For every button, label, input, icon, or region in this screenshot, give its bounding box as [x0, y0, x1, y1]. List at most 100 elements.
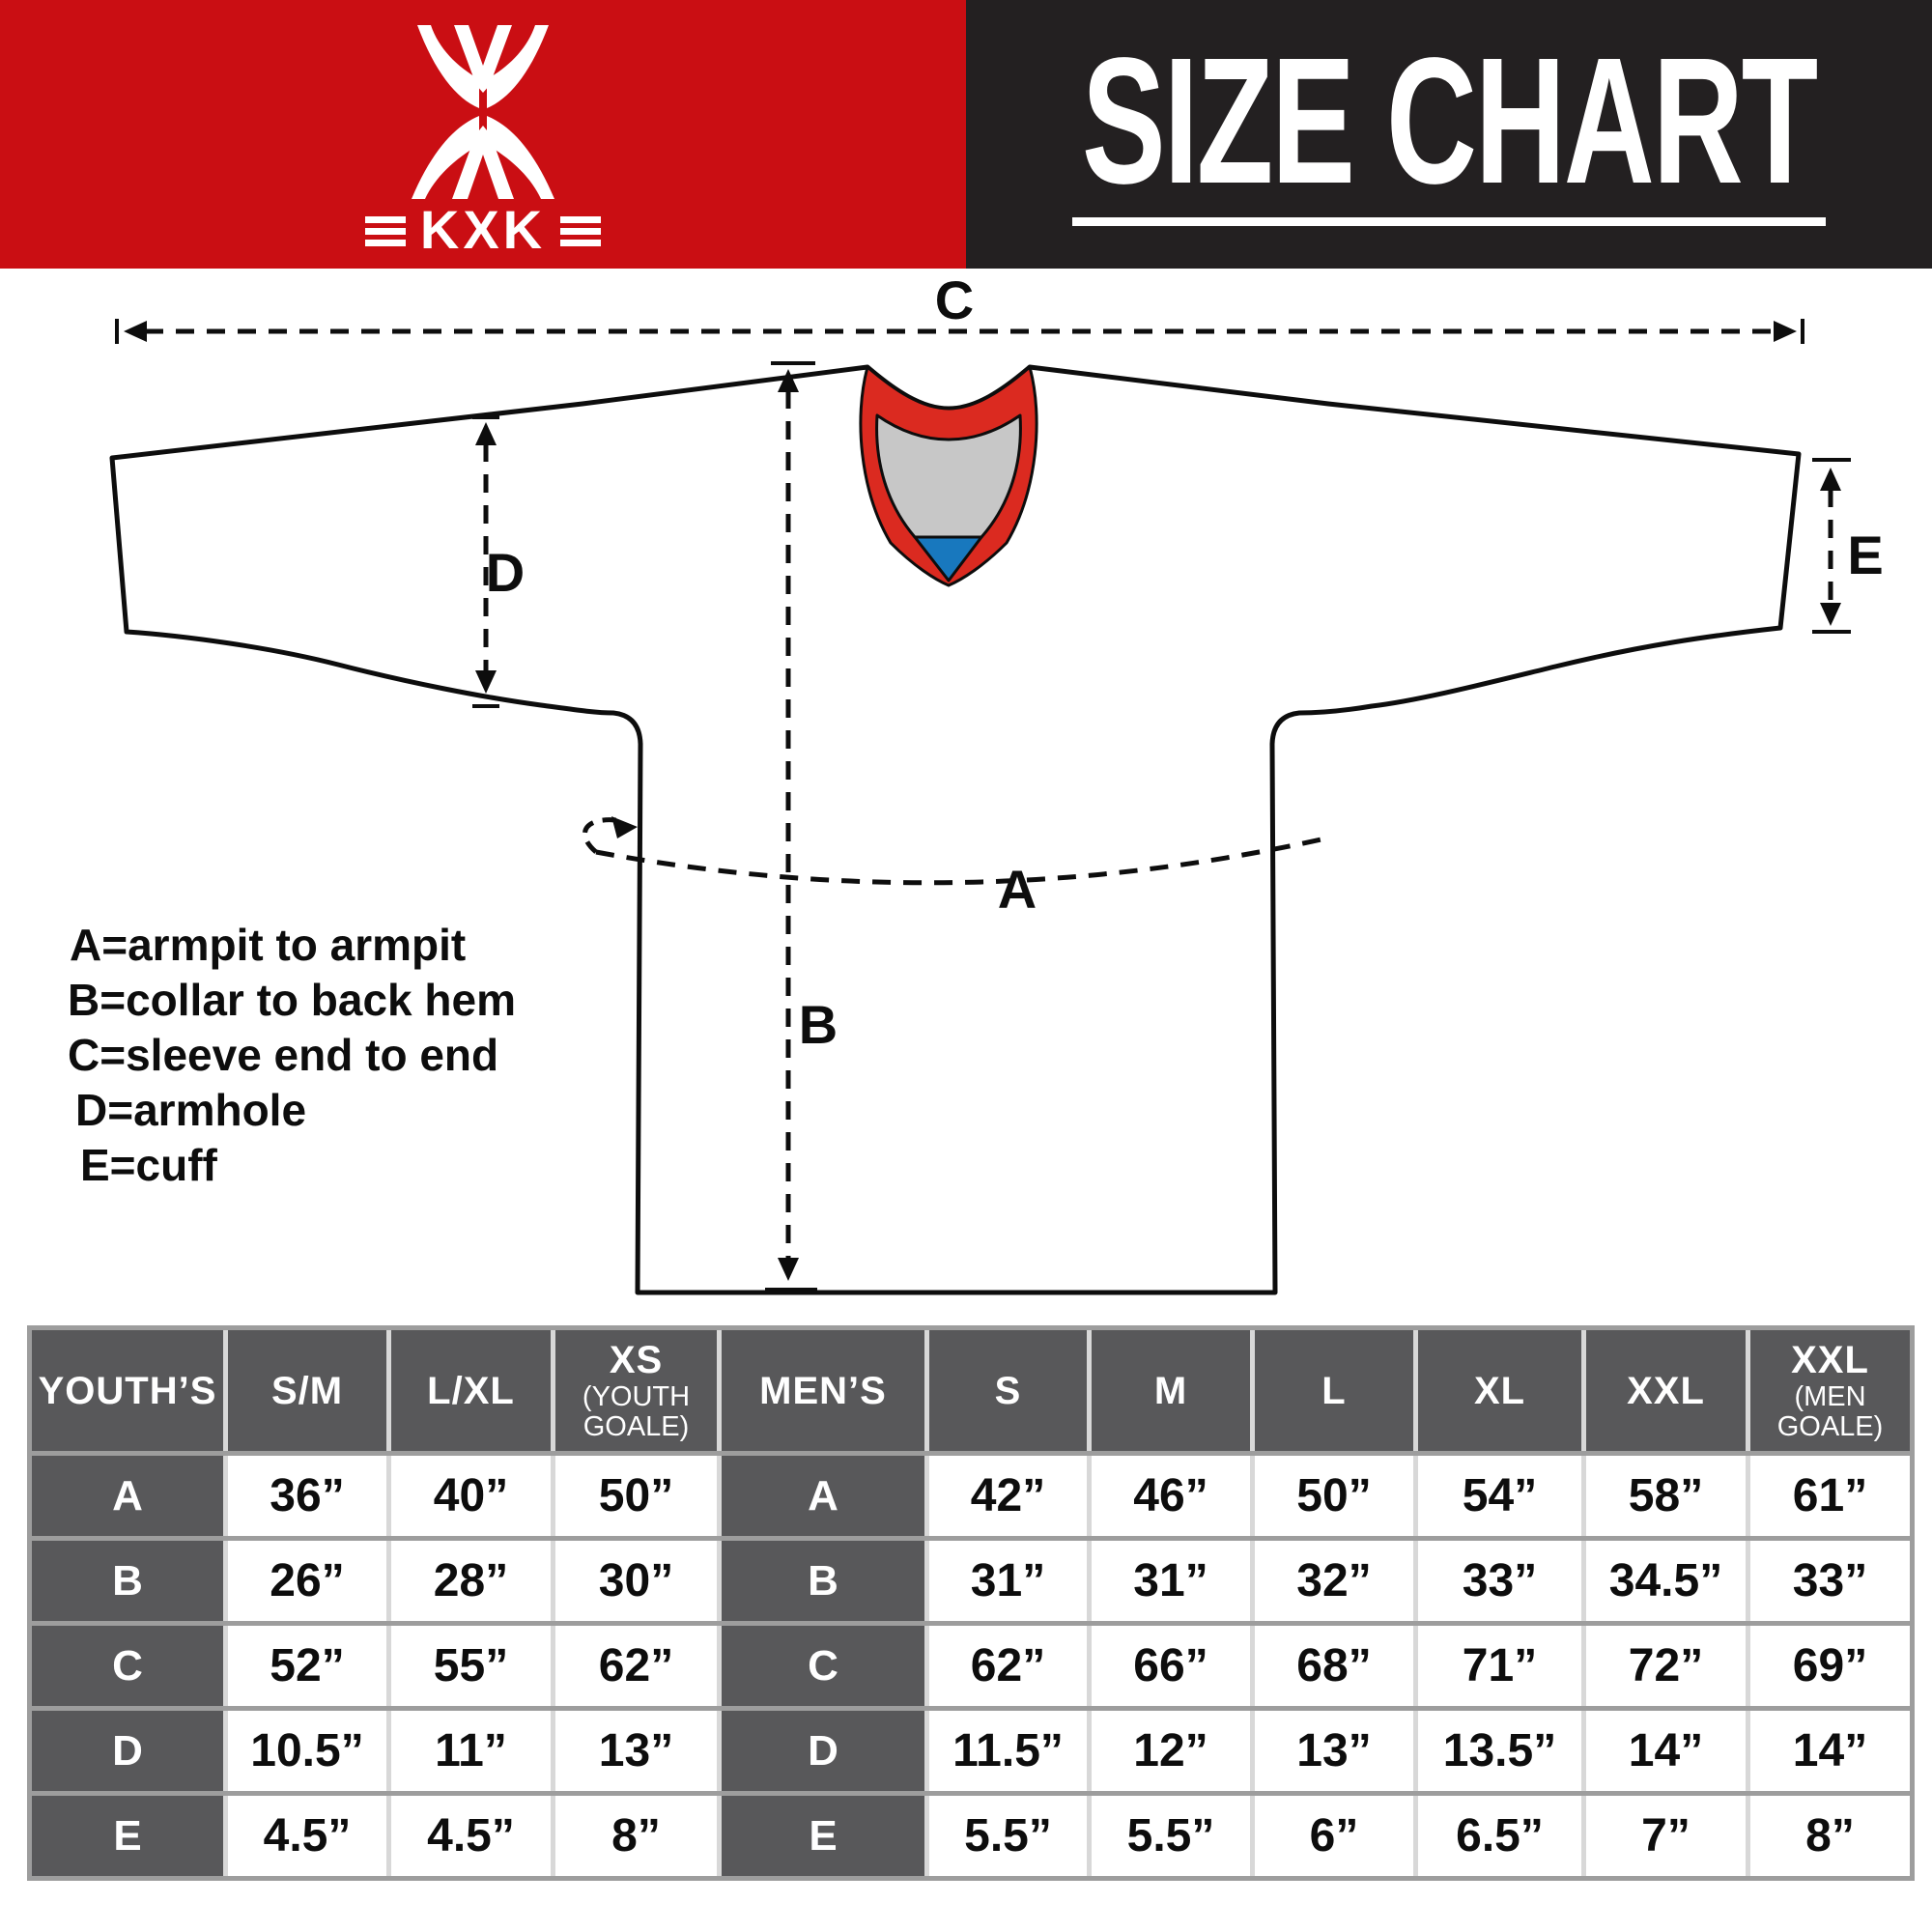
- table-header-xs-youth-goale: XS (YOUTH GOALE): [555, 1330, 717, 1451]
- table-cell: 13”: [1255, 1711, 1413, 1791]
- table-row-e: E 4.5” 4.5” 8” E 5.5” 5.5” 6” 6.5” 7” 8”: [32, 1796, 1910, 1876]
- table-cell: 14”: [1586, 1711, 1746, 1791]
- kxk-wordmark: KXK: [420, 199, 546, 255]
- legend-line-d: D=armhole: [75, 1085, 307, 1135]
- table-cell: 68”: [1255, 1626, 1413, 1706]
- table-cell: 5.5”: [929, 1796, 1087, 1876]
- table-cell: 8”: [1750, 1796, 1910, 1876]
- column-label: XL: [1473, 1369, 1526, 1412]
- column-label: L: [1321, 1369, 1347, 1412]
- table-cell: 54”: [1418, 1456, 1581, 1536]
- table-cell: 6”: [1255, 1796, 1413, 1876]
- measure-arrow-b: [765, 361, 817, 1292]
- table-cell: 33”: [1750, 1541, 1910, 1621]
- table-cell: 13”: [555, 1711, 717, 1791]
- table-cell: 8”: [555, 1796, 717, 1876]
- table-cell: 26”: [228, 1541, 386, 1621]
- column-sublabel: (YOUTH GOALE): [582, 1380, 691, 1442]
- label-c: C: [935, 270, 974, 330]
- table-cell: 62”: [929, 1626, 1087, 1706]
- table-cell: 61”: [1750, 1456, 1910, 1536]
- row-label: D: [32, 1711, 223, 1791]
- title-banner: SIZE CHART: [966, 0, 1932, 269]
- measure-arrow-e: [1812, 458, 1851, 634]
- kxk-logo-icon: KXK: [365, 25, 601, 255]
- table-cell: 11”: [391, 1711, 551, 1791]
- table-cell: 62”: [555, 1626, 717, 1706]
- size-table: YOUTH’S S/M L/XL XS (YOUTH GOALE) MEN’S S…: [27, 1325, 1915, 1881]
- collar-blue-tip: [913, 535, 983, 582]
- table-row-d: D 10.5” 11” 13” D 11.5” 12” 13” 13.5” 14…: [32, 1711, 1910, 1791]
- page-title: SIZE CHART: [1081, 20, 1818, 221]
- row-label: B: [722, 1541, 924, 1621]
- table-cell: 50”: [555, 1456, 717, 1536]
- measure-arrow-d: [472, 415, 499, 708]
- table-cell: 30”: [555, 1541, 717, 1621]
- column-label: XXL: [1627, 1369, 1705, 1412]
- table-cell: 4.5”: [391, 1796, 551, 1876]
- table-header-m: M: [1092, 1330, 1250, 1451]
- row-label: A: [32, 1456, 223, 1536]
- table-cell: 11.5”: [929, 1711, 1087, 1791]
- row-label: D: [722, 1711, 924, 1791]
- label-a: A: [998, 859, 1037, 920]
- table-cell: 33”: [1418, 1541, 1581, 1621]
- table-header-row: YOUTH’S S/M L/XL XS (YOUTH GOALE) MEN’S S…: [32, 1330, 1910, 1451]
- column-label: S/M: [270, 1369, 344, 1412]
- label-b: B: [799, 994, 838, 1055]
- table-cell: 46”: [1092, 1456, 1250, 1536]
- table-cell: 66”: [1092, 1626, 1250, 1706]
- column-label: S: [994, 1369, 1022, 1412]
- measure-arrow-c: [115, 319, 1804, 344]
- column-label: XXL: [1791, 1338, 1869, 1381]
- table-cell: 7”: [1586, 1796, 1746, 1876]
- row-label: B: [32, 1541, 223, 1621]
- column-label: M: [1153, 1369, 1188, 1412]
- table-cell: 72”: [1586, 1626, 1746, 1706]
- legend-line-a: A=armpit to armpit: [70, 920, 467, 970]
- table-header-xxl: XXL: [1586, 1330, 1746, 1451]
- legend-line-e: E=cuff: [80, 1140, 217, 1190]
- table-row-b: B 26” 28” 30” B 31” 31” 32” 33” 34.5” 33…: [32, 1541, 1910, 1621]
- column-label: MEN’S: [759, 1369, 887, 1412]
- column-sublabel: (MEN GOALE): [1776, 1380, 1884, 1442]
- table-cell: 71”: [1418, 1626, 1581, 1706]
- table-cell: 55”: [391, 1626, 551, 1706]
- table-row-c: C 52” 55” 62” C 62” 66” 68” 71” 72” 69”: [32, 1626, 1910, 1706]
- measurement-legend: A=armpit to armpit B=collar to back hem …: [68, 918, 516, 1193]
- table-cell: 40”: [391, 1456, 551, 1536]
- row-label: E: [32, 1796, 223, 1876]
- table-header-sm: S/M: [228, 1330, 386, 1451]
- legend-line-c: C=sleeve end to end: [68, 1030, 499, 1080]
- table-cell: 10.5”: [228, 1711, 386, 1791]
- table-cell: 31”: [929, 1541, 1087, 1621]
- column-label: L/XL: [427, 1369, 515, 1412]
- column-label: YOUTH’S: [38, 1369, 217, 1412]
- measure-arrow-a: [582, 816, 1326, 886]
- table-header-xl: XL: [1418, 1330, 1581, 1451]
- table-cell: 69”: [1750, 1626, 1910, 1706]
- table-header-l: L: [1255, 1330, 1413, 1451]
- table-header-xxl-men-goale: XXL (MEN GOALE): [1750, 1330, 1910, 1451]
- table-header-mens: MEN’S: [722, 1330, 924, 1451]
- table-header-youths: YOUTH’S: [32, 1330, 223, 1451]
- table-cell: 28”: [391, 1541, 551, 1621]
- table-cell: 12”: [1092, 1711, 1250, 1791]
- table-cell: 52”: [228, 1626, 386, 1706]
- table-cell: 13.5”: [1418, 1711, 1581, 1791]
- label-d: D: [486, 542, 525, 603]
- table-cell: 31”: [1092, 1541, 1250, 1621]
- table-cell: 36”: [228, 1456, 386, 1536]
- column-label: XS: [609, 1338, 664, 1381]
- table-cell: 14”: [1750, 1711, 1910, 1791]
- table-cell: 4.5”: [228, 1796, 386, 1876]
- page-header: KXK SIZE CHART: [0, 0, 1932, 269]
- table-header-s: S: [929, 1330, 1087, 1451]
- collar-gray-inner: [875, 413, 1022, 539]
- table-cell: 58”: [1586, 1456, 1746, 1536]
- table-row-a: A 36” 40” 50” A 42” 46” 50” 54” 58” 61”: [32, 1456, 1910, 1536]
- legend-line-b: B=collar to back hem: [68, 975, 516, 1025]
- table-cell: 50”: [1255, 1456, 1413, 1536]
- table-header-lxl: L/XL: [391, 1330, 551, 1451]
